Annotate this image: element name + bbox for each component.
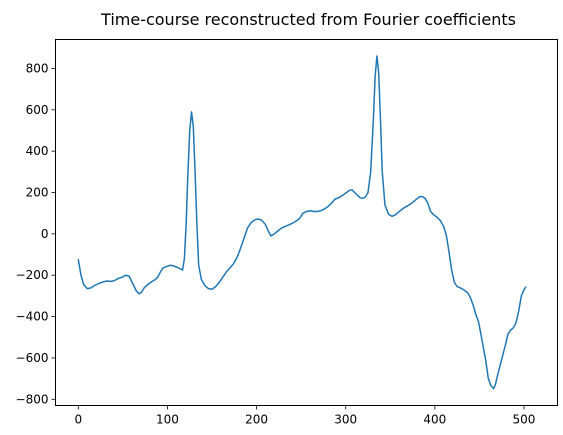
x-tick-label: 500 xyxy=(513,413,536,427)
y-tick-label: 600 xyxy=(26,103,49,117)
y-tick-label: 400 xyxy=(26,144,49,158)
x-axis: 0 100 200 300 400 500 xyxy=(74,405,536,427)
y-tick-label: −200 xyxy=(16,268,49,282)
y-tick-label: 200 xyxy=(26,186,49,200)
x-tick-label: 0 xyxy=(74,413,82,427)
plot-frame xyxy=(55,39,558,406)
y-tick-label: 800 xyxy=(26,61,49,75)
y-tick-label: 0 xyxy=(41,227,49,241)
y-tick-label: −800 xyxy=(16,392,49,406)
y-axis: −800 −600 −400 −200 0 200 400 600 800 xyxy=(16,61,56,406)
y-tick-label: −600 xyxy=(16,351,49,365)
series-layer xyxy=(77,55,527,390)
series-line xyxy=(77,55,527,390)
x-tick-label: 300 xyxy=(334,413,357,427)
x-tick-label: 400 xyxy=(423,413,446,427)
x-tick-label: 200 xyxy=(245,413,268,427)
x-tick-label: 100 xyxy=(156,413,179,427)
plot-area xyxy=(55,39,558,406)
y-tick-label: −400 xyxy=(16,310,49,324)
chart-title: Time-course reconstructed from Fourier c… xyxy=(100,10,516,29)
